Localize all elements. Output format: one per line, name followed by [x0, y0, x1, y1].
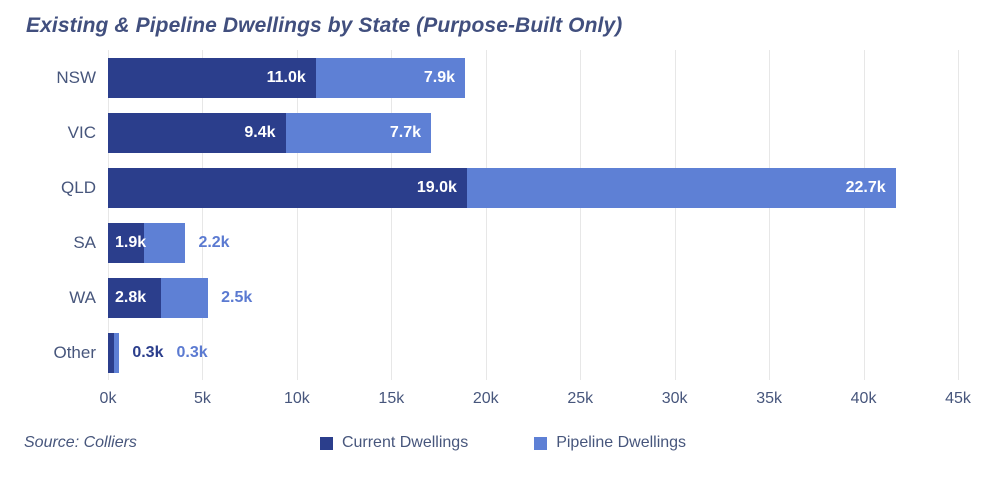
legend: Current Dwellings Pipeline Dwellings [0, 430, 1006, 452]
x-axis-tick-label: 40k [850, 390, 877, 407]
pipeline-value-label: 0.3k [176, 343, 208, 361]
x-axis-tick-label: 25k [567, 390, 594, 407]
y-axis-label: SA [73, 232, 96, 252]
pipeline-value-label: 22.7k [845, 178, 886, 196]
stacked-bar: 9.4k 7.7k [108, 112, 431, 153]
gridline [391, 50, 393, 380]
pipeline-dwellings-segment: 7.7k [285, 112, 431, 153]
legend-label-pipeline: Pipeline Dwellings [556, 434, 687, 451]
current-dwellings-segment: 1.9k [108, 222, 147, 263]
bars-area: NSW 11.0k 7.9k VIC 9.4k 7.7k QLD 19.0k 22.7k SA 1.… [24, 50, 958, 380]
current-value-label: 11.0k [266, 68, 306, 86]
stacked-bar: 1.9k [108, 222, 186, 263]
gridline [769, 50, 771, 380]
source-note: Source: Colliers [24, 434, 137, 451]
x-axis-tick-label: 15k [378, 390, 405, 407]
y-axis-label: Other [53, 342, 96, 362]
x-axis-tick-label: 20k [472, 390, 499, 407]
current-value-label: 2.8k [115, 288, 147, 306]
bar-track: 19.0k 22.7k [108, 167, 958, 208]
stacked-bar [108, 332, 120, 373]
x-axis-tick-label: 45k [945, 390, 971, 407]
pipeline-value-label: 2.2k [198, 233, 230, 251]
gridline [108, 50, 109, 380]
stacked-bar: 11.0k 7.9k [108, 57, 465, 98]
y-axis-label: WA [69, 287, 96, 307]
stacked-bar: 19.0k 22.7k [108, 167, 896, 208]
bar-row: SA 1.9k 2.2k [24, 215, 958, 270]
x-axis: 0k 5k 10k 15k 20k 25k 30k 35k 40k 45k [100, 390, 971, 416]
bar-row: VIC 9.4k 7.7k [24, 105, 958, 160]
x-axis-tick-label: 5k [193, 390, 211, 407]
bar-track: 2.8k 2.5k [108, 277, 958, 318]
x-axis-tick-label: 30k [661, 390, 688, 407]
current-value-label: 9.4k [244, 123, 276, 141]
bar-row: WA 2.8k 2.5k [24, 270, 958, 325]
current-dwellings-segment [108, 332, 114, 373]
current-dwellings-segment: 9.4k [108, 112, 286, 153]
current-dwellings-segment: 19.0k [108, 167, 467, 208]
bar-row: QLD 19.0k 22.7k [24, 160, 958, 215]
bar-track: 9.4k 7.7k [108, 112, 958, 153]
stacked-bar: 2.8k [108, 277, 209, 318]
bar-row: Other 0.3k 0.3k [24, 325, 958, 380]
pipeline-dwellings-segment [143, 222, 186, 263]
gridlines [108, 50, 959, 380]
bar-row: NSW 11.0k 7.9k [24, 50, 958, 105]
y-axis-label: VIC [67, 122, 96, 142]
x-axis-tick-label: 10k [283, 390, 310, 407]
pipeline-value-label: 2.5k [221, 288, 253, 306]
y-axis-label: NSW [56, 67, 96, 87]
current-value-label: 0.3k [132, 343, 164, 361]
gridline [863, 50, 865, 380]
plot-area: NSW 11.0k 7.9k VIC 9.4k 7.7k QLD 19.0k 22.7k SA 1.… [24, 50, 971, 416]
legend-label-current: Current Dwellings [341, 434, 469, 451]
gridline [580, 50, 582, 380]
pipeline-value-label: 7.9k [423, 68, 455, 86]
gridline [296, 50, 298, 380]
current-dwellings-segment: 11.0k [108, 57, 316, 98]
current-value-label: 19.0k [416, 178, 457, 196]
gridline [674, 50, 676, 380]
pipeline-dwellings-segment [160, 277, 209, 318]
legend-swatch-current-icon [319, 436, 333, 450]
pipeline-dwellings-segment [113, 332, 120, 373]
pipeline-value-label: 7.7k [389, 123, 421, 141]
x-axis-tick-label: 0k [99, 390, 117, 407]
pipeline-dwellings-segment: 7.9k [315, 57, 465, 98]
bar-track: 11.0k 7.9k [108, 57, 958, 98]
pipeline-dwellings-segment: 22.7k [466, 167, 896, 208]
chart-title: Existing & Pipeline Dwellings by State (… [26, 14, 623, 37]
x-axis-tick-label: 35k [756, 390, 783, 407]
gridline [202, 50, 204, 380]
current-value-label: 1.9k [115, 233, 147, 251]
legend-item-pipeline: Pipeline Dwellings [534, 434, 686, 452]
current-dwellings-segment: 2.8k [108, 277, 161, 318]
legend-item-current: Current Dwellings [319, 434, 469, 452]
bar-track: 0.3k 0.3k [108, 332, 958, 373]
y-axis-label: QLD [61, 177, 96, 197]
chart-footer: Source: Colliers Current Dwellings Pipel… [0, 430, 1006, 464]
gridline [958, 50, 959, 380]
bar-track: 1.9k 2.2k [108, 222, 958, 263]
legend-swatch-pipeline-icon [534, 436, 548, 450]
gridline [485, 50, 487, 380]
